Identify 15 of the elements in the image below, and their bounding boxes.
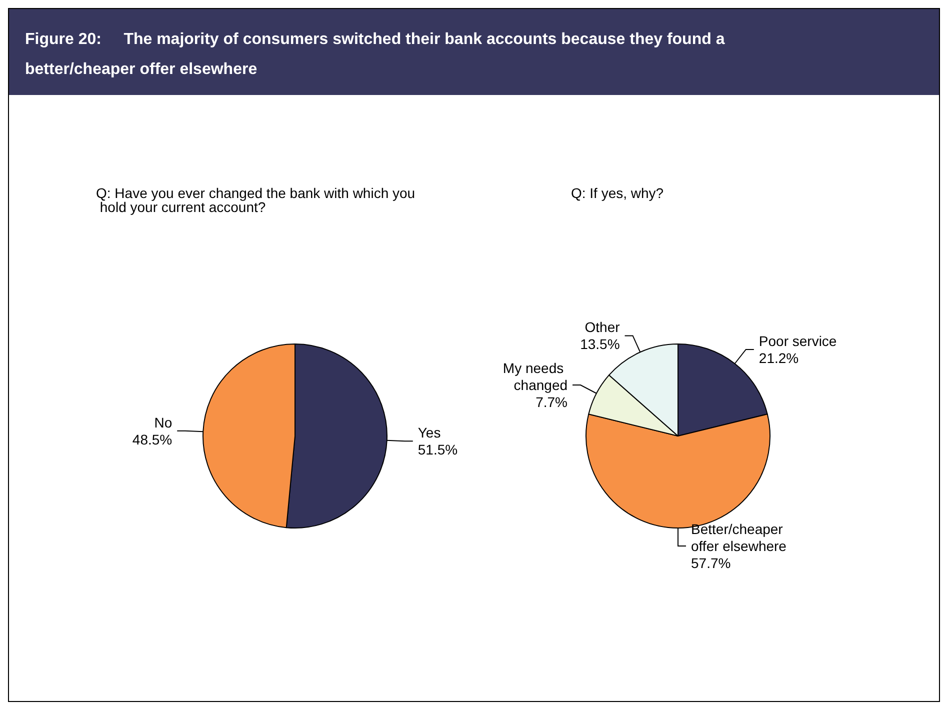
chart-title: Figure 20: The majority of consumers switched their bank accounts because they found a better/cheaper offer elsewhere [9,9,939,95]
slice-label: Poor service [758,332,837,349]
slice-label: No [154,414,172,430]
data-label: 7.7% [536,394,568,410]
slice-label: Yes [418,424,441,441]
chart-subtitle: Q: Have you ever changed the bank with which you hold your current account? [96,185,416,215]
data-label: 57.7% [691,555,731,571]
data-label: 51.5% [418,442,458,458]
slice-label: My needs changed [502,360,568,394]
data-label: 13.5% [580,336,620,352]
data-label: 21.2% [758,350,799,366]
chart-subtitle: Q: If yes, why? [571,185,664,201]
slice-label: Other [584,319,620,336]
slice-label: Better/cheaper offer elsewhere [691,521,787,554]
data-label: 48.5% [132,431,172,448]
